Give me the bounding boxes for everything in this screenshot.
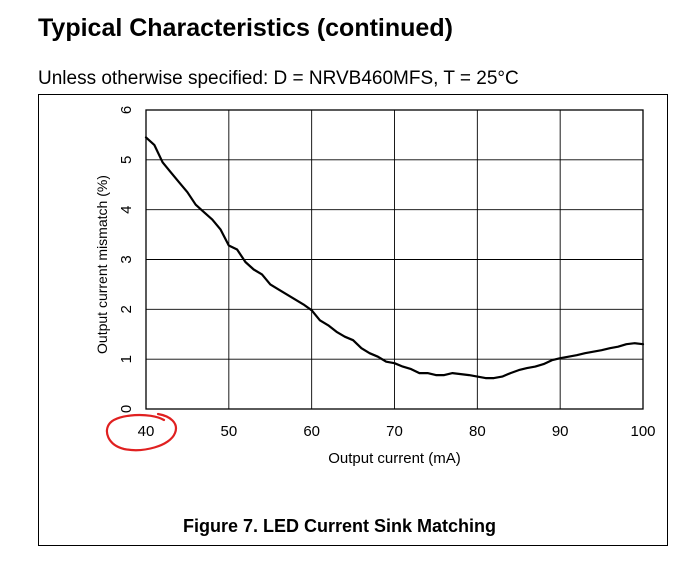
x-tick-label: 100 — [630, 423, 655, 440]
page-subtitle: Unless otherwise specified: D = NRVB460M… — [38, 68, 519, 89]
x-tick-label: 80 — [469, 423, 486, 440]
page-divider — [667, 94, 668, 546]
x-tick-label: 70 — [386, 423, 403, 440]
grid — [146, 110, 643, 409]
figure-caption-text: Figure 7. LED Current Sink Matching — [182, 516, 497, 536]
series-line — [144, 136, 645, 380]
x-tick-label: 90 — [552, 423, 569, 440]
axis-ticks: 40 50 60 70 80 90 100 0 1 2 3 4 5 6 — [118, 106, 656, 440]
x-tick-label: 40 — [138, 423, 155, 440]
x-tick-label: 50 — [220, 423, 237, 440]
y-tick-label: 0 — [118, 405, 135, 413]
y-tick-label: 6 — [118, 106, 135, 114]
x-tick-label: 60 — [303, 423, 320, 440]
y-tick-label: 2 — [118, 305, 135, 313]
y-tick-label: 4 — [118, 205, 135, 213]
figure-frame — [38, 94, 667, 546]
page-title: Typical Characteristics (continued) — [38, 14, 453, 42]
y-tick-label: 5 — [118, 156, 135, 164]
y-axis-label: Output current mismatch (%) — [94, 175, 110, 354]
x-axis-label: Output current (mA) — [328, 450, 461, 467]
y-tick-label: 1 — [118, 355, 135, 363]
annotation-circle — [105, 412, 178, 452]
plot-area — [145, 109, 644, 410]
y-tick-label: 3 — [118, 255, 135, 263]
figure-caption: Figure 7. LED Current Sink Matching — [0, 516, 681, 537]
